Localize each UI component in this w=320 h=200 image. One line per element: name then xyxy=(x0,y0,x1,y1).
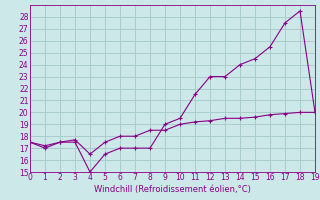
X-axis label: Windchill (Refroidissement éolien,°C): Windchill (Refroidissement éolien,°C) xyxy=(94,185,251,194)
